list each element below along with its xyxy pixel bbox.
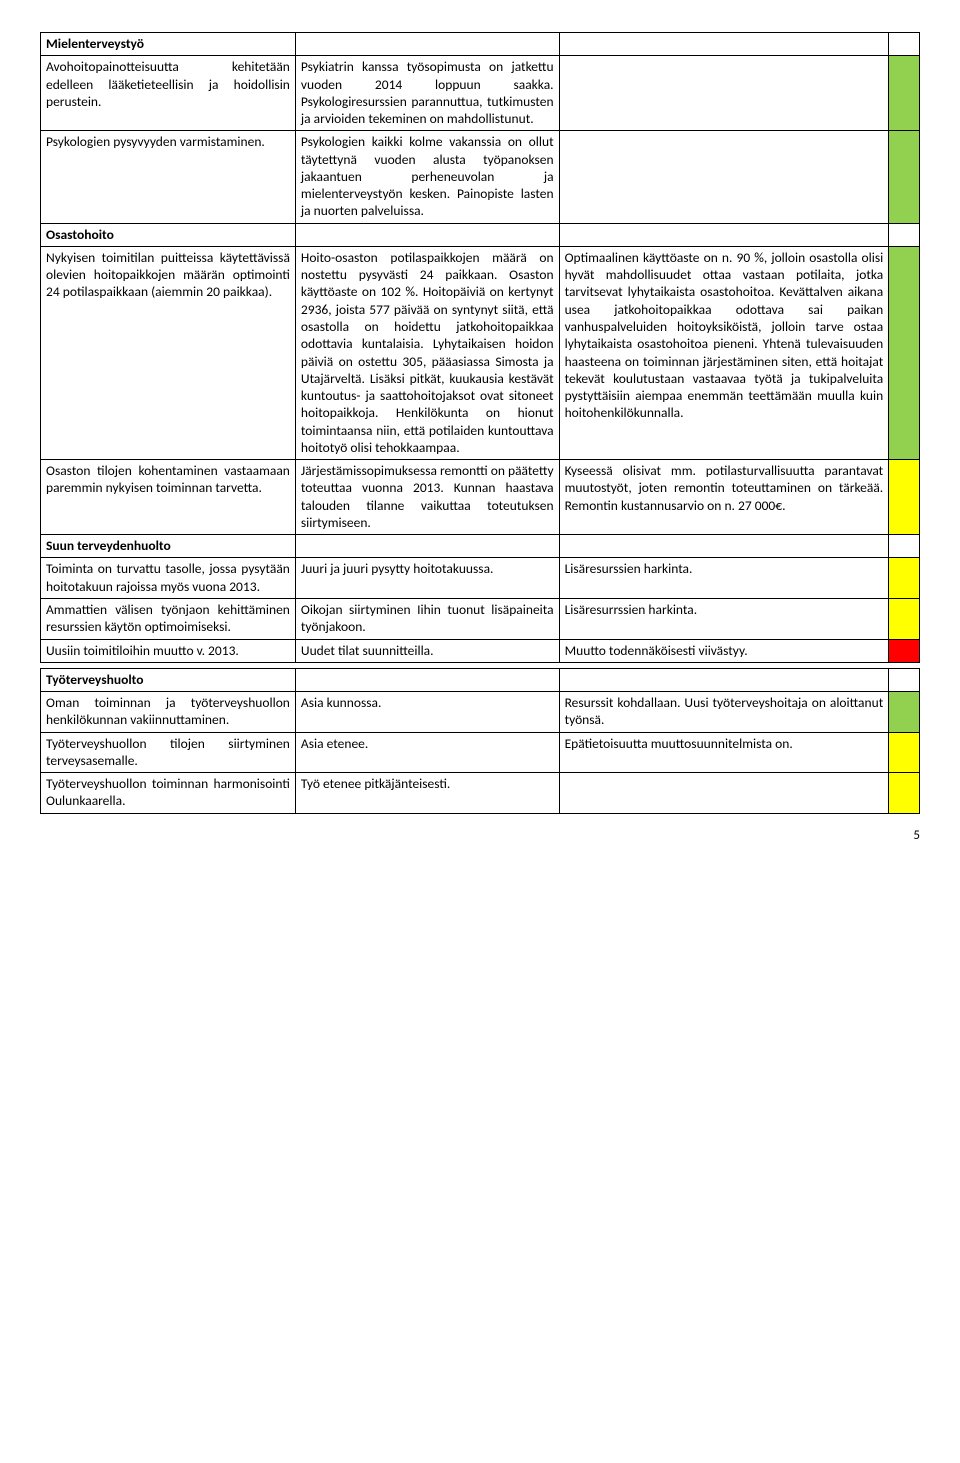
table-row: Suun terveydenhuolto [41, 535, 920, 558]
cell-c1: Oman toiminnan ja työterveyshuollon henk… [41, 692, 296, 733]
cell-c2: Asia etenee. [295, 732, 559, 773]
cell-c2: Psykiatrin kanssa työsopimusta on jatket… [295, 56, 559, 131]
page-number: 5 [40, 814, 920, 845]
table-row: Toiminta on turvattu tasolle, jossa pysy… [41, 558, 920, 599]
cell-c2 [295, 668, 559, 691]
cell-c2 [295, 535, 559, 558]
cell-c3: Kyseessä olisivat mm. potilasturvallisuu… [559, 460, 889, 535]
cell-status [889, 33, 920, 56]
cell-status [889, 131, 920, 223]
cell-c1: Toiminta on turvattu tasolle, jossa pysy… [41, 558, 296, 599]
table-row: Työterveyshuolto [41, 668, 920, 691]
cell-c3: Epätietoisuutta muuttosuunnitelmista on. [559, 732, 889, 773]
cell-c1: Ammattien välisen työnjaon kehittäminen … [41, 598, 296, 639]
cell-c2: Uudet tilat suunnitteilla. [295, 639, 559, 662]
cell-c3: Muutto todennäköisesti viivästyy. [559, 639, 889, 662]
table-row: Ammattien välisen työnjaon kehittäminen … [41, 598, 920, 639]
cell-c3: Lisäresurssien harkinta. [559, 558, 889, 599]
cell-c1: Mielenterveystyö [41, 33, 296, 56]
cell-c2: Oikojan siirtyminen Iihin tuonut lisäpai… [295, 598, 559, 639]
cell-c1: Suun terveydenhuolto [41, 535, 296, 558]
cell-c1: Avohoitopainotteisuutta kehitetään edell… [41, 56, 296, 131]
cell-status [889, 668, 920, 691]
cell-c2: Työ etenee pitkäjänteisesti. [295, 773, 559, 814]
cell-status [889, 598, 920, 639]
table-row: Nykyisen toimitilan puitteissa käytettäv… [41, 246, 920, 459]
cell-status [889, 56, 920, 131]
cell-c3: Lisäresurrssien harkinta. [559, 598, 889, 639]
cell-c1: Uusiin toimitiloihin muutto v. 2013. [41, 639, 296, 662]
cell-c3 [559, 131, 889, 223]
table-row: Uusiin toimitiloihin muutto v. 2013.Uude… [41, 639, 920, 662]
cell-c1: Psykologien pysyvyyden varmistaminen. [41, 131, 296, 223]
cell-c2 [295, 223, 559, 246]
cell-c3 [559, 223, 889, 246]
cell-status [889, 732, 920, 773]
cell-c2: Psykologien kaikki kolme vakanssia on ol… [295, 131, 559, 223]
content-table: MielenterveystyöAvohoitopainotteisuutta … [40, 32, 920, 814]
cell-c1: Nykyisen toimitilan puitteissa käytettäv… [41, 246, 296, 459]
cell-c3: Optimaalinen käyttöaste on n. 90 %, joll… [559, 246, 889, 459]
cell-c1: Osaston tilojen kohentaminen vastaamaan … [41, 460, 296, 535]
cell-c2: Asia kunnossa. [295, 692, 559, 733]
table-row: Työterveyshuollon tilojen siirtyminen te… [41, 732, 920, 773]
cell-status [889, 773, 920, 814]
cell-status [889, 692, 920, 733]
cell-status [889, 535, 920, 558]
cell-c3 [559, 56, 889, 131]
cell-status [889, 223, 920, 246]
table-row: Mielenterveystyö [41, 33, 920, 56]
cell-c1: Työterveyshuolto [41, 668, 296, 691]
cell-c2: Juuri ja juuri pysytty hoitotakuussa. [295, 558, 559, 599]
cell-c2 [295, 33, 559, 56]
table-row: Osaston tilojen kohentaminen vastaamaan … [41, 460, 920, 535]
cell-c3: Resurssit kohdallaan. Uusi työterveyshoi… [559, 692, 889, 733]
cell-c3 [559, 33, 889, 56]
cell-c2: Hoito-osaston potilaspaikkojen määrä on … [295, 246, 559, 459]
cell-status [889, 460, 920, 535]
cell-status [889, 558, 920, 599]
table-row: Osastohoito [41, 223, 920, 246]
cell-status [889, 639, 920, 662]
cell-c3 [559, 535, 889, 558]
table-row: Oman toiminnan ja työterveyshuollon henk… [41, 692, 920, 733]
cell-c1: Työterveyshuollon toiminnan harmonisoint… [41, 773, 296, 814]
cell-c2: Järjestämissopimuksessa remontti on päät… [295, 460, 559, 535]
cell-c1: Osastohoito [41, 223, 296, 246]
cell-c1: Työterveyshuollon tilojen siirtyminen te… [41, 732, 296, 773]
table-row: Psykologien pysyvyyden varmistaminen.Psy… [41, 131, 920, 223]
cell-c3 [559, 668, 889, 691]
table-row: Työterveyshuollon toiminnan harmonisoint… [41, 773, 920, 814]
cell-status [889, 246, 920, 459]
cell-c3 [559, 773, 889, 814]
table-row: Avohoitopainotteisuutta kehitetään edell… [41, 56, 920, 131]
